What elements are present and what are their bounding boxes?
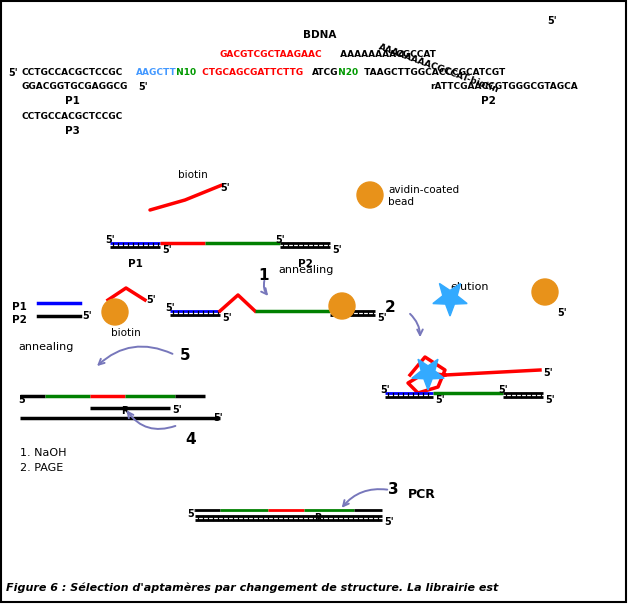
- Text: 5': 5': [384, 517, 394, 527]
- Text: 5': 5': [165, 303, 175, 313]
- Text: 2: 2: [385, 300, 396, 315]
- Text: P2: P2: [12, 315, 27, 325]
- Text: 5': 5': [547, 16, 556, 26]
- Text: biotin: biotin: [178, 170, 208, 180]
- Text: AAGCTT: AAGCTT: [136, 68, 176, 77]
- Text: P2: P2: [480, 96, 495, 106]
- Text: 5': 5': [138, 82, 148, 92]
- Text: 5': 5': [332, 245, 342, 255]
- Text: Figure 6 : Sélection d'aptamères par changement de structure. La librairie est: Figure 6 : Sélection d'aptamères par cha…: [6, 582, 499, 593]
- Text: 1: 1: [258, 268, 269, 283]
- Text: avidin-coated: avidin-coated: [388, 185, 459, 195]
- Text: 5': 5': [220, 183, 230, 193]
- Text: 5': 5': [187, 509, 197, 519]
- Text: P1: P1: [12, 302, 27, 312]
- Circle shape: [357, 182, 383, 208]
- Polygon shape: [412, 359, 444, 390]
- Text: rATTCGAACCGTGGGCGTAGCA: rATTCGAACCGTGGGCGTAGCA: [430, 82, 578, 91]
- Text: TAAGCTTGGCACCCGCATCGT: TAAGCTTGGCACCCGCATCGT: [361, 68, 506, 77]
- Text: 5': 5': [105, 235, 115, 245]
- Text: GGACGGTGCGAGGCG: GGACGGTGCGAGGCG: [22, 82, 128, 91]
- Text: 5: 5: [180, 348, 191, 363]
- Text: P1: P1: [127, 259, 143, 269]
- Text: 5': 5': [543, 368, 553, 378]
- Text: 1. NaOH: 1. NaOH: [20, 448, 67, 458]
- Text: N20: N20: [335, 68, 361, 77]
- Text: 5': 5': [8, 68, 18, 78]
- Text: 5': 5': [162, 245, 171, 255]
- Text: PCR: PCR: [408, 488, 436, 501]
- Circle shape: [102, 299, 128, 325]
- Text: 5': 5': [213, 413, 222, 423]
- Text: 5': 5': [498, 385, 507, 395]
- Text: ATCG: ATCG: [312, 68, 338, 77]
- Text: 5': 5': [18, 395, 28, 405]
- Text: 5': 5': [557, 308, 566, 318]
- Text: N10: N10: [173, 68, 199, 77]
- Circle shape: [329, 293, 355, 319]
- Text: GACGTCGCTAAGAAC: GACGTCGCTAAGAAC: [220, 50, 323, 59]
- Text: P3: P3: [65, 126, 79, 136]
- Text: 3: 3: [388, 482, 399, 497]
- Text: 5': 5': [222, 313, 232, 323]
- Text: annealing: annealing: [278, 265, 333, 275]
- Text: AAAAAAAACGCCAT: AAAAAAAACGCCAT: [337, 50, 436, 59]
- Circle shape: [532, 279, 558, 305]
- Text: BDNA: BDNA: [303, 30, 337, 40]
- Text: 5': 5': [545, 395, 555, 405]
- Text: R: R: [121, 406, 129, 416]
- Text: CCTGCCACGCTCCGC: CCTGCCACGCTCCGC: [22, 68, 123, 77]
- Text: 5': 5': [172, 405, 181, 415]
- Text: biotin: biotin: [111, 328, 141, 338]
- Text: 4: 4: [185, 432, 196, 447]
- Text: elution: elution: [450, 282, 489, 292]
- Text: annealing: annealing: [18, 342, 73, 352]
- Text: 5': 5': [380, 385, 389, 395]
- Text: CCTGCCACGCTCCGC: CCTGCCACGCTCCGC: [22, 112, 123, 121]
- Text: 5': 5': [82, 311, 92, 321]
- Text: 5': 5': [435, 395, 445, 405]
- Text: CTGCAGCGATTCTTG: CTGCAGCGATTCTTG: [199, 68, 303, 77]
- Text: P1: P1: [65, 96, 79, 106]
- Text: AAAAAAAACGCCAT-biotin: AAAAAAAACGCCAT-biotin: [377, 42, 500, 94]
- Polygon shape: [433, 283, 467, 316]
- Text: P2: P2: [298, 259, 313, 269]
- Text: 2. PAGE: 2. PAGE: [20, 463, 63, 473]
- Text: 5': 5': [275, 235, 284, 245]
- Text: R: R: [314, 513, 322, 523]
- Text: 5': 5': [146, 295, 156, 305]
- Text: 5': 5': [377, 313, 387, 323]
- Text: bead: bead: [388, 197, 414, 207]
